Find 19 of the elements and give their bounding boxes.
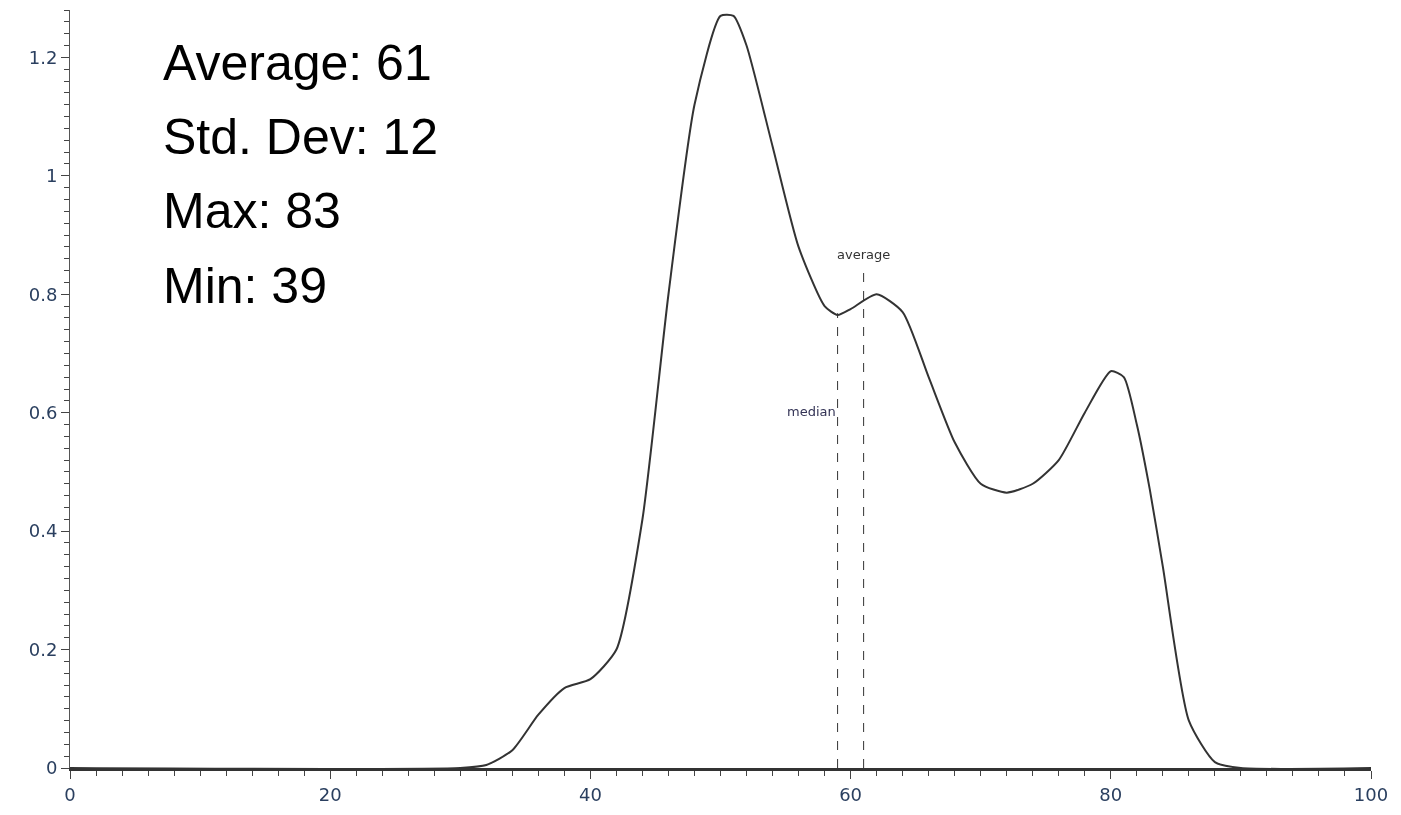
ref-line-label: average: [837, 247, 891, 262]
x-tick-label: 100: [1353, 783, 1389, 805]
annotation: Max: 83: [163, 183, 341, 239]
y-tick-label: 1.2: [28, 46, 58, 68]
annotation: Average: 61: [163, 35, 432, 91]
y-tick-label: 1: [45, 165, 58, 187]
annotation: Std. Dev: 12: [163, 109, 439, 165]
y-tick-label: 0.8: [28, 283, 58, 305]
x-tick-label: 80: [1099, 783, 1123, 805]
x-tick-label: 20: [318, 783, 342, 805]
annotation: Min: 39: [163, 258, 327, 314]
ref-line-label: median: [787, 404, 836, 419]
x-tick-label: 0: [64, 783, 76, 805]
y-tick-label: 0.6: [28, 401, 58, 423]
x-tick-label: 60: [839, 783, 863, 805]
y-tick-label: 0.2: [28, 638, 58, 660]
x-tick-label: 40: [578, 783, 602, 805]
y-tick-label: 0.4: [28, 520, 58, 542]
y-tick-label: 0: [45, 757, 58, 779]
